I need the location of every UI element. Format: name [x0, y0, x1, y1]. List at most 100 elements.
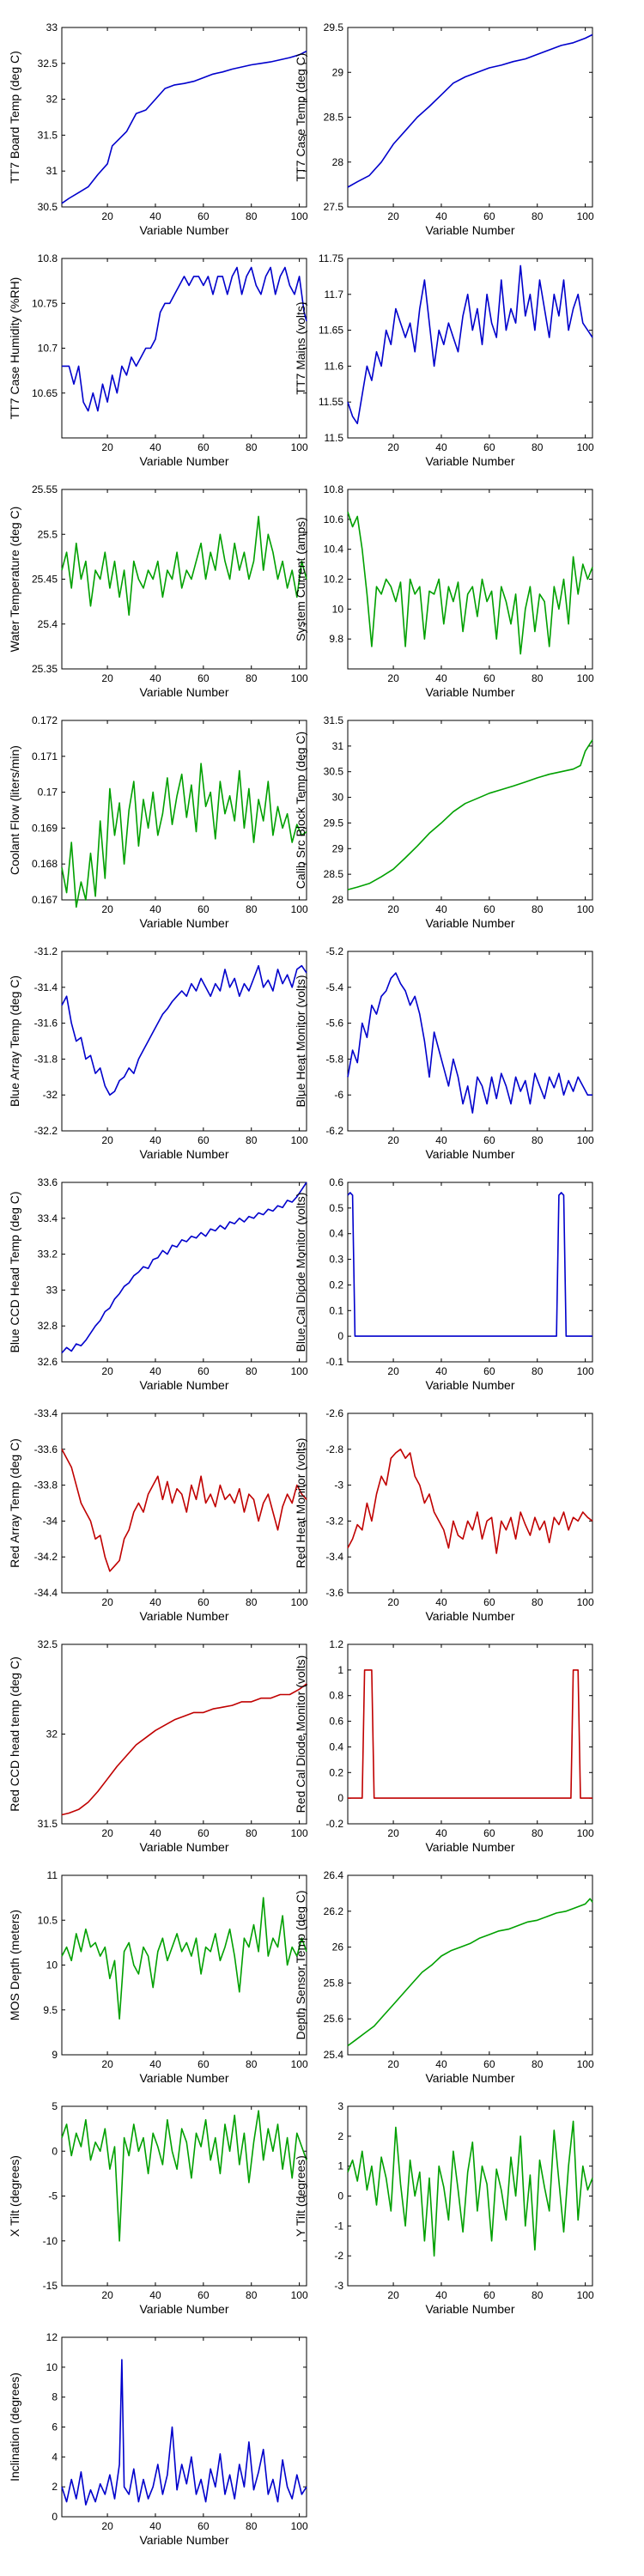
x-tick-label: 80: [246, 2058, 258, 2070]
y-tick-label: 33.2: [38, 1249, 58, 1261]
y-tick-label: 32: [46, 94, 58, 106]
y-tick-label: -5: [48, 2190, 58, 2202]
chart-panel: -0.2 0 0.2 0.4 0.6 0.8 1 1.2 20 40 60 80 100 Variable…: [294, 1638, 594, 1854]
x-tick-label: 80: [246, 2289, 258, 2301]
y-axis-label: Blue CCD Head Temp (deg C): [8, 1191, 21, 1352]
y-axis-label: Red Heat Monitor (volts): [294, 1438, 307, 1569]
x-tick-label: 80: [532, 672, 544, 684]
y-tick-label: -3.6: [325, 1587, 343, 1599]
chart-panel: -32.2 -32 -31.8 -31.6 -31.4 -31.2 20 40 60 80 100 V…: [8, 945, 308, 1161]
y-tick-label: -34: [43, 1515, 58, 1527]
y-tick-label: 33: [46, 1284, 58, 1296]
series-line: [61, 1897, 307, 2020]
x-tick-label: 60: [483, 1365, 495, 1377]
y-tick-label: 0.172: [32, 714, 58, 726]
x-tick-label: 80: [246, 672, 258, 684]
y-tick-label: 0: [337, 2190, 343, 2202]
x-axis-label: Variable Number: [139, 2533, 228, 2547]
x-tick-label: 80: [246, 441, 258, 453]
x-tick-label: 100: [577, 2058, 594, 2070]
y-tick-label: 10.4: [324, 544, 344, 556]
x-tick-label: 40: [149, 2289, 161, 2301]
y-tick-label: 11.55: [319, 396, 343, 408]
x-tick-label: 60: [197, 210, 210, 222]
y-tick-label: 0.6: [329, 1716, 343, 1728]
chart-panel: 9 9.5 10 10.5 11 20 40 60 80 100 Variable Number MO…: [8, 1869, 308, 2085]
x-tick-label: 40: [435, 210, 447, 222]
y-axis-label: MOS Depth (meters): [8, 1910, 21, 2020]
y-tick-label: 10.7: [38, 343, 58, 355]
plot-frame: [61, 951, 307, 1132]
y-tick-label: 11.7: [325, 289, 344, 301]
x-tick-label: 40: [149, 1134, 161, 1146]
y-tick-label: 0.2: [329, 1766, 343, 1778]
y-tick-label: 0.6: [329, 1176, 343, 1188]
y-tick-label: 8: [52, 2391, 58, 2403]
x-axis-label: Variable Number: [139, 685, 228, 699]
series-line: [347, 264, 593, 425]
y-tick-label: -33.6: [34, 1443, 58, 1455]
series-line: [347, 1449, 593, 1554]
x-tick-label: 40: [435, 903, 447, 915]
y-axis-label: Red Cal Diode Monitor (volts): [294, 1656, 307, 1814]
x-tick-label: 80: [532, 1827, 544, 1839]
x-tick-label: 40: [435, 1134, 447, 1146]
series-line: [62, 266, 307, 412]
x-tick-label: 80: [246, 1827, 258, 1839]
series-line: [347, 33, 593, 188]
x-tick-label: 40: [435, 1596, 447, 1608]
y-tick-label: 6: [52, 2421, 58, 2433]
x-tick-label: 60: [483, 1827, 495, 1839]
y-tick-label: 29.5: [324, 21, 344, 33]
x-tick-label: 20: [101, 1365, 113, 1377]
x-tick-label: 80: [246, 903, 258, 915]
y-axis-label: X Tilt (degrees): [8, 2155, 21, 2237]
y-tick-label: 9: [52, 2049, 58, 2061]
x-tick-label: 60: [197, 1596, 210, 1608]
series-line: [61, 1683, 307, 1816]
chart-panel: -0.1 0 0.1 0.2 0.3 0.4 0.5 0.6 20 40 60 80 100 Variab…: [294, 1176, 594, 1392]
x-tick-label: 100: [577, 2289, 594, 2301]
x-tick-label: 60: [197, 441, 210, 453]
y-tick-label: 4: [52, 2451, 58, 2463]
x-tick-label: 20: [387, 903, 399, 915]
x-tick-label: 20: [387, 441, 399, 453]
y-tick-label: 28.5: [324, 112, 344, 124]
y-tick-label: -0.1: [325, 1356, 343, 1368]
y-tick-label: 0.169: [32, 822, 58, 834]
chart-panel: -3.6 -3.4 -3.2 -3 -2.8 -2.6 20 40 60 80 100 Variabl…: [294, 1407, 594, 1623]
x-tick-label: 60: [483, 210, 495, 222]
x-tick-label: 100: [577, 1596, 594, 1608]
y-tick-label: 27.5: [324, 201, 344, 213]
y-tick-label: 0.1: [329, 1304, 343, 1316]
y-tick-label: -31.4: [34, 981, 58, 993]
y-tick-label: 10.75: [32, 297, 58, 309]
x-axis-label: Variable Number: [425, 1378, 514, 1392]
y-axis-label: Blue Array Temp (deg C): [8, 975, 21, 1107]
chart-panel: -15 -10 -5 0 5 20 40 60 80 100 Variable Number X Ti…: [8, 2100, 308, 2316]
x-tick-label: 100: [291, 672, 308, 684]
y-tick-label: 30.5: [38, 201, 58, 213]
x-tick-label: 100: [577, 1827, 594, 1839]
x-tick-label: 60: [197, 1827, 210, 1839]
x-tick-label: 20: [387, 1596, 399, 1608]
y-tick-label: 10: [46, 1959, 58, 1971]
series-line: [61, 2110, 307, 2242]
y-axis-label: System Current (amps): [294, 517, 307, 641]
y-tick-label: 32.6: [38, 1356, 58, 1368]
y-tick-label: 0.168: [32, 858, 58, 870]
x-tick-label: 20: [101, 2289, 113, 2301]
x-tick-label: 80: [532, 903, 544, 915]
chart-panel: 31.5 32 32.5 20 40 60 80 100 Variable Number Red …: [8, 1638, 308, 1854]
y-tick-label: -32.2: [34, 1125, 58, 1137]
series-line: [347, 739, 593, 890]
y-tick-label: 0.3: [329, 1254, 343, 1266]
plot-frame: [347, 258, 593, 439]
series-line: [61, 515, 307, 617]
x-tick-label: 20: [387, 210, 399, 222]
y-tick-label: -33.4: [34, 1407, 58, 1419]
y-tick-label: -1: [334, 2220, 343, 2232]
plot-frame: [347, 720, 593, 901]
x-tick-label: 60: [483, 2289, 495, 2301]
chart-panel: 27.5 28 28.5 29 29.5 20 40 60 80 100 Variable Numb…: [294, 21, 594, 237]
